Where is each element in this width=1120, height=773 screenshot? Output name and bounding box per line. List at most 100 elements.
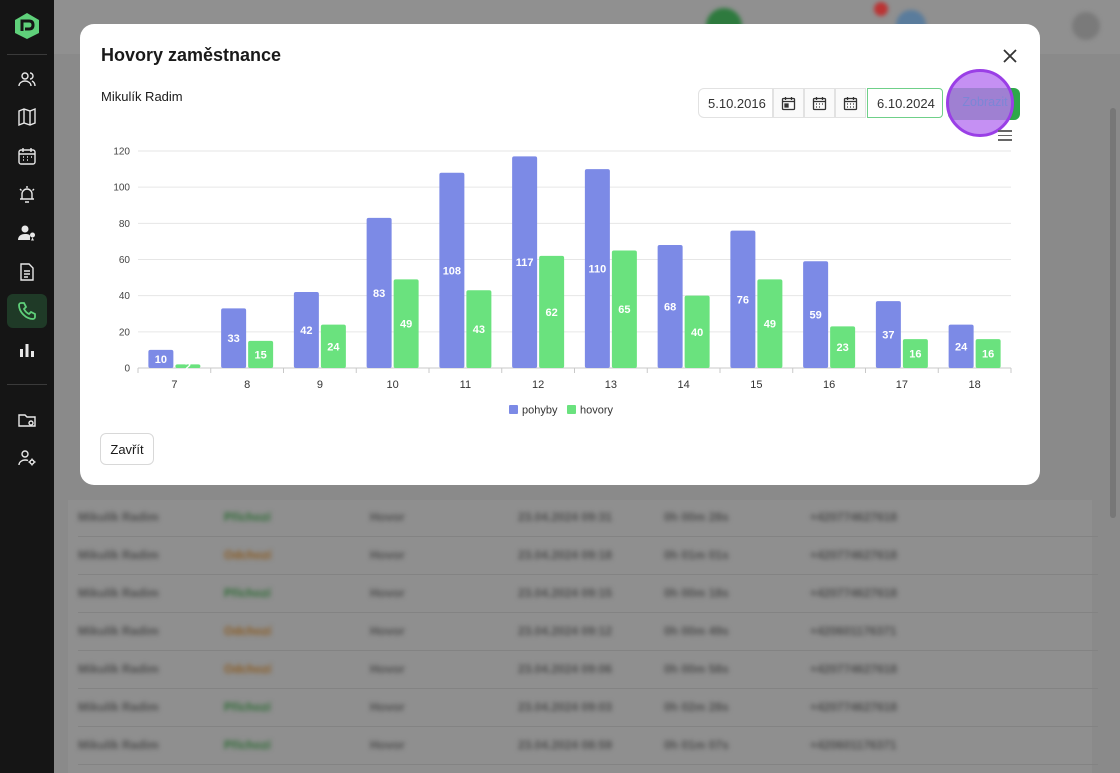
- sidebar-item-calls[interactable]: [7, 294, 47, 328]
- bar-hovory: [830, 326, 856, 368]
- calendar-icon: [18, 148, 36, 165]
- data-label-hovory: 49: [764, 319, 776, 331]
- legend-swatch: [509, 405, 518, 414]
- table-cell-kind: Hovor: [370, 510, 405, 524]
- table-cell-name: Mikulík Radim: [78, 586, 159, 600]
- x-tick-label: 9: [317, 379, 323, 391]
- sidebar-item-users[interactable]: [7, 62, 47, 96]
- data-label-hovory: 2: [185, 361, 191, 373]
- x-tick-label: 15: [750, 379, 762, 391]
- phone-icon: [18, 302, 36, 320]
- data-label-pohyby: 24: [955, 341, 968, 353]
- data-label-hovory: 65: [618, 304, 630, 316]
- bar-pohyby: [221, 308, 247, 368]
- bar-hovory: [248, 340, 274, 368]
- data-label-hovory: 16: [982, 349, 994, 361]
- data-label-pohyby: 42: [300, 325, 312, 337]
- x-tick-label: 10: [387, 379, 399, 391]
- data-label-pohyby: 117: [516, 257, 534, 269]
- alarm-icon: [19, 186, 35, 203]
- bar-hovory: [975, 339, 1001, 368]
- data-label-hovory: 24: [327, 341, 340, 353]
- bar-pohyby: [293, 292, 319, 368]
- user-settings-icon: [18, 450, 36, 466]
- x-tick-label: 11: [460, 379, 471, 391]
- y-tick-label: 20: [119, 327, 131, 338]
- legend-label: hovory: [580, 405, 614, 417]
- sidebar-item-map[interactable]: [7, 100, 47, 134]
- data-label-pohyby: 59: [810, 310, 822, 322]
- map-icon: [18, 107, 36, 127]
- table-row: Mikulík Radim Odchozí Hovor 23.04.2024 09:1…: [78, 612, 1098, 651]
- table-row: Mikulík Radim Příchozí Hovor 23.04.2024 09:…: [78, 688, 1098, 727]
- table-cell-kind: Hovor: [370, 700, 405, 714]
- y-tick-label: 60: [119, 255, 131, 266]
- table-cell-time: 23.04.2024 09:03: [518, 700, 613, 714]
- table-cell-phone: +420601176371: [810, 624, 897, 638]
- bar-pohyby: [803, 261, 829, 368]
- table-cell-name: Mikulík Radim: [78, 700, 159, 714]
- scrollbar: [1110, 108, 1116, 518]
- date-to-calendar-button[interactable]: [835, 88, 866, 118]
- close-button[interactable]: Zavřít: [100, 433, 154, 465]
- sidebar-item-calendar[interactable]: [7, 139, 47, 173]
- table-cell-duration: 0h 01m 07s: [664, 738, 729, 752]
- bar-hovory: [611, 250, 637, 368]
- table-cell-phone: +420774627618: [810, 548, 898, 562]
- bar-hovory: [902, 339, 928, 368]
- chart-menu-icon[interactable]: [998, 130, 1012, 142]
- modal-title: Hovory zaměstnance: [101, 45, 282, 65]
- table-cell-phone: +420774627618: [810, 510, 898, 524]
- table-cell-duration: 0h 00m 18s: [664, 586, 729, 600]
- date-from-calendar-button[interactable]: [773, 88, 804, 118]
- bar-hovory: [684, 295, 710, 368]
- employee-calls-modal: Hovory zaměstnance Mikulík Radim Zobrazi…: [80, 24, 1040, 485]
- table-cell-time: 23.04.2024 08:59: [518, 738, 613, 752]
- x-tick-label: 17: [896, 379, 908, 391]
- sidebar-item-folder-settings[interactable]: [7, 403, 47, 437]
- users-icon: [18, 72, 36, 87]
- table-cell-name: Mikulík Radim: [78, 738, 159, 752]
- table-cell-type: Odchozí: [224, 548, 272, 562]
- bar-pohyby: [584, 169, 610, 368]
- data-label-hovory: 43: [473, 324, 485, 336]
- data-label-pohyby: 76: [737, 294, 749, 306]
- table-cell-kind: Hovor: [370, 738, 405, 752]
- bar-pohyby: [657, 245, 683, 368]
- calendar-button[interactable]: [804, 88, 835, 118]
- sidebar-item-documents[interactable]: [7, 255, 47, 289]
- table-cell-type: Příchozí: [224, 738, 271, 752]
- sidebar-item-alarms[interactable]: [7, 177, 47, 211]
- table-cell-duration: 0h 02m 28s: [664, 700, 729, 714]
- y-tick-label: 80: [119, 219, 131, 230]
- sidebar-item-user-settings[interactable]: [7, 441, 47, 475]
- table-cell-duration: 0h 01m 01s: [664, 548, 729, 562]
- bar-pohyby: [730, 230, 756, 368]
- show-button[interactable]: [948, 88, 1020, 120]
- data-label-pohyby: 108: [443, 265, 461, 277]
- table-cell-phone: +420774627618: [810, 662, 898, 676]
- x-tick-label: 12: [532, 379, 544, 391]
- data-label-pohyby: 37: [882, 330, 894, 342]
- table-cell-time: 23.04.2024 09:31: [518, 510, 613, 524]
- bar-hovory: [393, 279, 419, 368]
- calendar-icon: [843, 96, 858, 110]
- sidebar-item-statistics[interactable]: [7, 333, 47, 367]
- table-cell-kind: Hovor: [370, 586, 405, 600]
- app-logo[interactable]: [13, 12, 41, 40]
- table-cell-time: 23.04.2024 09:18: [518, 548, 613, 562]
- data-label-hovory: 62: [546, 307, 558, 319]
- close-icon[interactable]: [1000, 46, 1020, 66]
- calls-table-panel: [68, 500, 1092, 773]
- bar-hovory: [757, 279, 783, 368]
- table-cell-duration: 0h 00m 28s: [664, 510, 729, 524]
- data-label-pohyby: 83: [373, 288, 385, 300]
- bar-pohyby: [512, 156, 538, 368]
- data-label-pohyby: 33: [228, 333, 240, 345]
- table-cell-time: 23.04.2024 09:06: [518, 662, 613, 676]
- table-cell-name: Mikulík Radim: [78, 662, 159, 676]
- date-to-input[interactable]: [867, 88, 943, 118]
- date-from-input[interactable]: [698, 88, 773, 118]
- sidebar-item-user-locations[interactable]: [7, 216, 47, 250]
- bar-hovory: [175, 364, 201, 368]
